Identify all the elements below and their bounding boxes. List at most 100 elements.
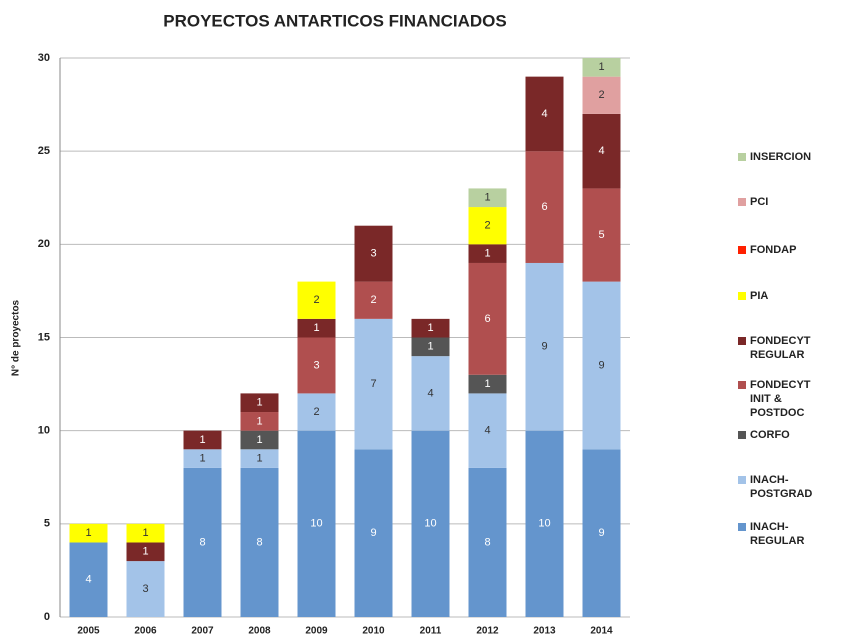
data-label: 9	[370, 527, 376, 539]
bar-segment	[411, 430, 450, 617]
bar-segment	[240, 412, 279, 431]
legend-item: PIA	[738, 289, 854, 303]
bar-segment	[240, 430, 279, 450]
bar-segment	[297, 281, 336, 319]
data-label: 6	[541, 201, 547, 213]
chart-title: PROYECTOS ANTARTICOS FINANCIADOS	[163, 11, 506, 30]
legend-item: INACH-POSTGRAD	[738, 473, 854, 501]
bar-segment	[582, 188, 621, 282]
legend-item: FONDECYT INIT & POSTDOC	[738, 378, 854, 420]
bar-segment	[354, 225, 393, 282]
data-label: 2	[370, 294, 376, 306]
bar-segment	[468, 374, 507, 394]
data-label: 8	[256, 536, 262, 548]
legend-swatch	[738, 153, 746, 161]
legend-label: PCI	[750, 196, 769, 208]
legend-swatch	[738, 198, 746, 206]
legend-label: FONDECYT INIT & POSTDOC	[750, 379, 811, 419]
data-label: 4	[427, 387, 433, 399]
data-label: 6	[484, 313, 490, 325]
bar-segment	[525, 430, 564, 617]
bar-segment	[468, 467, 507, 617]
x-tick-label: 2012	[476, 626, 499, 637]
legend-swatch	[738, 523, 746, 531]
bar-segment	[126, 542, 165, 562]
data-label: 2	[598, 89, 604, 101]
data-label: 1	[598, 61, 604, 73]
data-label: 1	[256, 434, 262, 446]
x-tick-label: 2006	[134, 626, 157, 637]
data-label: 1	[313, 322, 319, 334]
x-tick-label: 2014	[590, 626, 613, 637]
data-label: 1	[142, 546, 148, 558]
legend-swatch	[738, 476, 746, 484]
bar-segment	[468, 188, 507, 208]
data-label: 1	[85, 527, 91, 539]
data-label: 1	[256, 453, 262, 465]
bar-segment	[525, 76, 564, 152]
legend-swatch	[738, 292, 746, 300]
y-tick-label: 30	[38, 52, 50, 64]
data-label: 10	[310, 518, 322, 530]
legend-swatch	[738, 431, 746, 439]
bar-segment	[582, 76, 621, 114]
bar-segment	[411, 318, 450, 338]
legend-item: PCI	[738, 195, 854, 209]
data-label: 3	[313, 359, 319, 371]
data-label: 1	[199, 453, 205, 465]
legend-swatch	[738, 246, 746, 254]
data-label: 10	[424, 518, 436, 530]
legend-label: PIA	[750, 290, 769, 302]
bar-segment	[240, 393, 279, 413]
bar-segment	[468, 393, 507, 468]
data-label: 10	[538, 518, 550, 530]
x-tick-label: 2009	[305, 626, 328, 637]
bar-segment	[183, 449, 222, 468]
data-label: 1	[427, 341, 433, 353]
y-tick-label: 5	[44, 518, 50, 530]
x-tick-label: 2007	[191, 626, 214, 637]
data-label: 4	[541, 108, 547, 120]
data-label: 2	[484, 220, 490, 232]
bar-segment	[69, 542, 108, 617]
legend-item: CORFO	[738, 428, 854, 442]
data-label: 1	[142, 527, 148, 539]
legend-item: INSERCION	[738, 150, 854, 164]
bar-segment	[297, 318, 336, 338]
y-tick-label: 25	[38, 145, 50, 157]
data-label: 9	[541, 341, 547, 353]
bar-segment	[468, 244, 507, 263]
bar-segment	[582, 449, 621, 617]
bar-segment	[354, 318, 393, 450]
x-tick-label: 2013	[533, 626, 556, 637]
legend-label: CORFO	[750, 429, 790, 441]
legend-item: FONDECYT REGULAR	[738, 334, 854, 362]
y-tick-label: 15	[38, 331, 50, 343]
data-label: 8	[484, 536, 490, 548]
data-label: 1	[427, 322, 433, 334]
bar-segment	[582, 113, 621, 189]
bar-segment	[183, 467, 222, 617]
x-tick-label: 2005	[77, 626, 100, 637]
bar-segment	[468, 262, 507, 375]
bar-segment	[525, 151, 564, 263]
data-label: 4	[598, 145, 604, 157]
legend-label: FONDAP	[750, 244, 797, 256]
bar-segment	[183, 430, 222, 450]
data-label: 1	[484, 248, 490, 260]
bar-segment	[468, 207, 507, 245]
data-label: 8	[199, 536, 205, 548]
bar-segment	[354, 281, 393, 319]
data-label: 7	[370, 378, 376, 390]
data-label: 1	[256, 415, 262, 427]
bar-segment	[582, 58, 621, 77]
x-tick-label: 2011	[420, 626, 442, 637]
y-tick-label: 0	[44, 611, 50, 623]
y-tick-label: 20	[38, 238, 50, 250]
legend-label: FONDECYT REGULAR	[750, 335, 811, 361]
bar-segment	[354, 449, 393, 617]
bar-segment	[297, 337, 336, 394]
legend-swatch	[738, 381, 746, 389]
bar-segment	[582, 281, 621, 450]
